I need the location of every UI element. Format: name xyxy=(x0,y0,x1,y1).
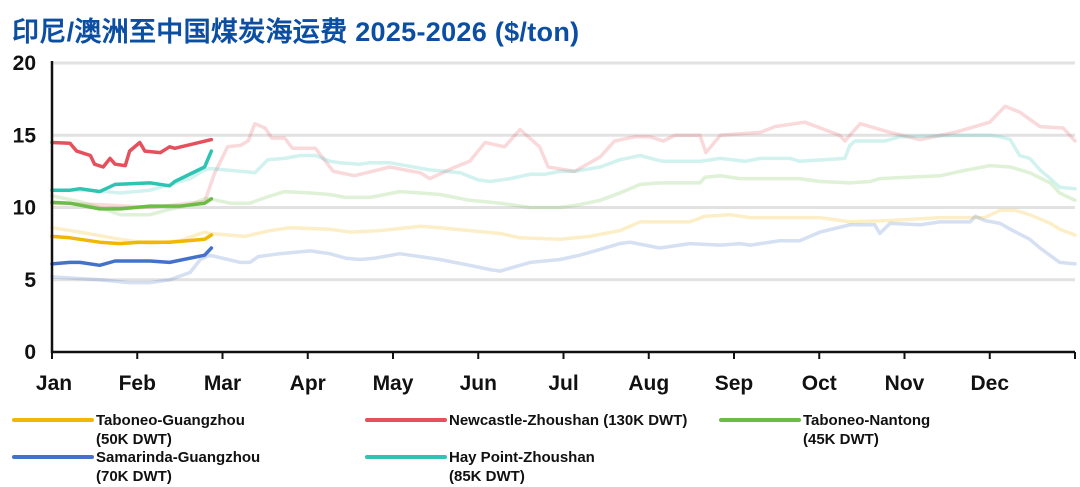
legend-label: Samarinda-Guangzhou xyxy=(96,449,261,466)
legend-label-sub: (85K DWT) xyxy=(449,468,525,485)
x-tick-label: May xyxy=(373,372,414,395)
legend-label-sub: (70K DWT) xyxy=(96,468,172,485)
x-tick-label: Jan xyxy=(36,372,72,395)
y-tick-label: 5 xyxy=(24,269,36,292)
x-tick-label: Mar xyxy=(204,372,241,395)
y-tick-label: 0 xyxy=(24,341,36,364)
series-line-2025-taboneo-nantong xyxy=(50,163,1077,217)
series-line-2026-samarinda-guangzhou xyxy=(50,246,214,268)
x-tick-label: Oct xyxy=(802,372,837,395)
legend-item-hay-point-zhoushan[interactable]: Hay Point-Zhoushan (85K DWT) xyxy=(365,448,595,486)
y-tick-label: 10 xyxy=(13,197,36,220)
legend-label: Taboneo-Nantong xyxy=(803,412,931,429)
x-tick-label: Jun xyxy=(460,372,497,395)
series-line-2025-taboneo-guangzhou xyxy=(50,208,1077,246)
x-tick-label: Aug xyxy=(628,372,669,395)
series-line-2026-taboneo-guangzhou xyxy=(50,233,214,246)
legend-swatch xyxy=(365,455,447,459)
legend-swatch xyxy=(719,418,801,422)
x-tick-label: Feb xyxy=(119,372,156,395)
x-tick-label: Nov xyxy=(885,372,925,395)
series-2025 xyxy=(50,104,1077,285)
y-tick-label: 15 xyxy=(13,124,37,147)
legend-item-taboneo-guangzhou[interactable]: Taboneo-Guangzhou (50K DWT) xyxy=(12,411,245,449)
series-line-2026-taboneo-nantong xyxy=(50,197,214,211)
series-line-2025-hay-point-zhoushan xyxy=(50,133,1077,195)
y-tick-label: 20 xyxy=(13,52,36,75)
legend-item-taboneo-nantong[interactable]: Taboneo-Nantong (45K DWT) xyxy=(719,411,930,449)
series-line-2026-newcastle-zhoushan-k-dwt xyxy=(50,137,214,169)
gridlines xyxy=(52,61,1075,282)
series-2026 xyxy=(50,137,214,268)
legend-label: Hay Point-Zhoushan xyxy=(449,449,595,466)
line-chart: 0 5 10 15 20 Jan Feb Mar Apr May Jun Jul Aug Sep Oct No… xyxy=(13,52,1077,395)
chart-title: 印尼/澳洲至中国煤炭海运费 2025-2026 ($/ton) xyxy=(12,17,580,47)
x-tick-label: Jul xyxy=(548,372,578,395)
series-line-2025-samarinda-guangzhou xyxy=(50,214,1077,285)
legend-swatch xyxy=(365,418,447,422)
x-tick-label: Sep xyxy=(715,372,754,395)
legend-swatch xyxy=(12,455,94,459)
x-tick-label: Apr xyxy=(290,372,326,395)
legend-swatch xyxy=(12,418,94,422)
legend-item-samarinda-guangzhou[interactable]: Samarinda-Guangzhou (70K DWT) xyxy=(12,448,260,486)
x-tick-label: Dec xyxy=(970,372,1009,395)
legend-item-newcastle-zhoushan[interactable]: Newcastle-Zhoushan (130K DWT) xyxy=(365,411,687,430)
axes: 0 5 10 15 20 Jan Feb Mar Apr May Jun Jul Aug Sep Oct No… xyxy=(13,52,1076,395)
legend-label-sub: (50K DWT) xyxy=(96,431,172,448)
series-line-2025-newcastle-zhoushan xyxy=(50,104,1077,210)
series-line-2026-hay-point-zhoushan xyxy=(50,149,214,194)
legend-label: Newcastle-Zhoushan (130K DWT) xyxy=(449,412,688,429)
legend-label: Taboneo-Guangzhou xyxy=(96,412,245,429)
legend-label-sub: (45K DWT) xyxy=(803,431,879,448)
